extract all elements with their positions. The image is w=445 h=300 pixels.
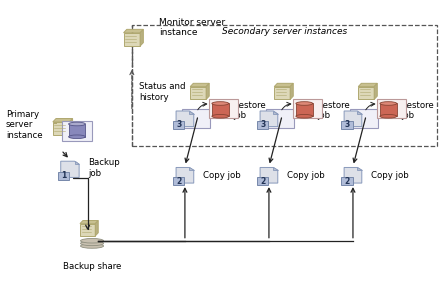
Ellipse shape: [81, 244, 104, 248]
Polygon shape: [53, 122, 69, 135]
Polygon shape: [53, 118, 73, 122]
Text: Primary
server
instance: Primary server instance: [6, 110, 42, 140]
Polygon shape: [380, 103, 397, 116]
FancyBboxPatch shape: [81, 224, 84, 225]
Polygon shape: [140, 29, 143, 46]
Text: Secondary server instances: Secondary server instances: [222, 27, 347, 36]
Text: Copy job: Copy job: [287, 171, 324, 180]
FancyBboxPatch shape: [57, 172, 69, 179]
FancyBboxPatch shape: [266, 109, 294, 128]
FancyBboxPatch shape: [341, 177, 352, 185]
Text: Restore
job: Restore job: [318, 101, 350, 120]
Text: 2: 2: [344, 177, 349, 186]
Text: 3: 3: [344, 120, 349, 129]
Ellipse shape: [69, 135, 85, 139]
FancyBboxPatch shape: [173, 121, 185, 129]
Text: Backup
job: Backup job: [89, 158, 120, 178]
Polygon shape: [176, 111, 194, 127]
Text: 2: 2: [176, 177, 182, 186]
Polygon shape: [95, 220, 98, 236]
Ellipse shape: [380, 102, 397, 105]
Ellipse shape: [69, 122, 85, 126]
Text: 3: 3: [260, 120, 265, 129]
Polygon shape: [274, 83, 293, 87]
Polygon shape: [344, 167, 362, 183]
Ellipse shape: [212, 102, 229, 105]
Ellipse shape: [380, 114, 397, 118]
Polygon shape: [374, 83, 377, 99]
Text: 1: 1: [61, 171, 66, 180]
Polygon shape: [344, 111, 362, 127]
Polygon shape: [80, 224, 95, 236]
Ellipse shape: [296, 102, 313, 105]
Polygon shape: [69, 118, 73, 135]
Text: Monitor server
instance: Monitor server instance: [159, 17, 225, 37]
FancyBboxPatch shape: [377, 99, 406, 118]
FancyBboxPatch shape: [182, 109, 210, 128]
Polygon shape: [260, 167, 278, 183]
Polygon shape: [273, 111, 278, 114]
FancyBboxPatch shape: [341, 121, 352, 129]
Polygon shape: [69, 124, 85, 137]
FancyBboxPatch shape: [257, 121, 268, 129]
Text: Restore
job: Restore job: [234, 101, 266, 120]
Polygon shape: [124, 29, 143, 33]
Polygon shape: [189, 111, 194, 114]
FancyBboxPatch shape: [360, 87, 363, 88]
Polygon shape: [189, 167, 194, 170]
Polygon shape: [74, 161, 79, 164]
Polygon shape: [357, 111, 362, 114]
FancyBboxPatch shape: [54, 122, 57, 124]
FancyBboxPatch shape: [257, 177, 268, 185]
Text: Backup share: Backup share: [63, 262, 121, 271]
FancyBboxPatch shape: [350, 109, 378, 128]
FancyBboxPatch shape: [192, 87, 194, 88]
Polygon shape: [61, 161, 79, 177]
Polygon shape: [273, 167, 278, 170]
Polygon shape: [190, 87, 206, 99]
Polygon shape: [274, 87, 290, 99]
Ellipse shape: [212, 114, 229, 118]
Text: Restore
job: Restore job: [401, 101, 434, 120]
FancyBboxPatch shape: [209, 99, 238, 118]
Ellipse shape: [81, 238, 104, 243]
Polygon shape: [358, 87, 374, 99]
Text: 2: 2: [260, 177, 265, 186]
Ellipse shape: [81, 241, 104, 246]
Text: Status and
history: Status and history: [139, 82, 186, 102]
Polygon shape: [260, 111, 278, 127]
Polygon shape: [212, 103, 229, 116]
Polygon shape: [296, 103, 313, 116]
Text: Copy job: Copy job: [202, 171, 240, 180]
FancyBboxPatch shape: [293, 99, 322, 118]
FancyBboxPatch shape: [125, 33, 128, 34]
Polygon shape: [176, 167, 194, 183]
Polygon shape: [80, 220, 98, 224]
FancyBboxPatch shape: [62, 121, 92, 141]
Text: 3: 3: [176, 120, 182, 129]
Polygon shape: [290, 83, 293, 99]
Polygon shape: [206, 83, 209, 99]
Text: Copy job: Copy job: [371, 171, 409, 180]
Polygon shape: [357, 167, 362, 170]
Ellipse shape: [296, 114, 313, 118]
Polygon shape: [358, 83, 377, 87]
Polygon shape: [124, 33, 140, 46]
FancyBboxPatch shape: [173, 177, 185, 185]
FancyBboxPatch shape: [276, 87, 279, 88]
Polygon shape: [190, 83, 209, 87]
